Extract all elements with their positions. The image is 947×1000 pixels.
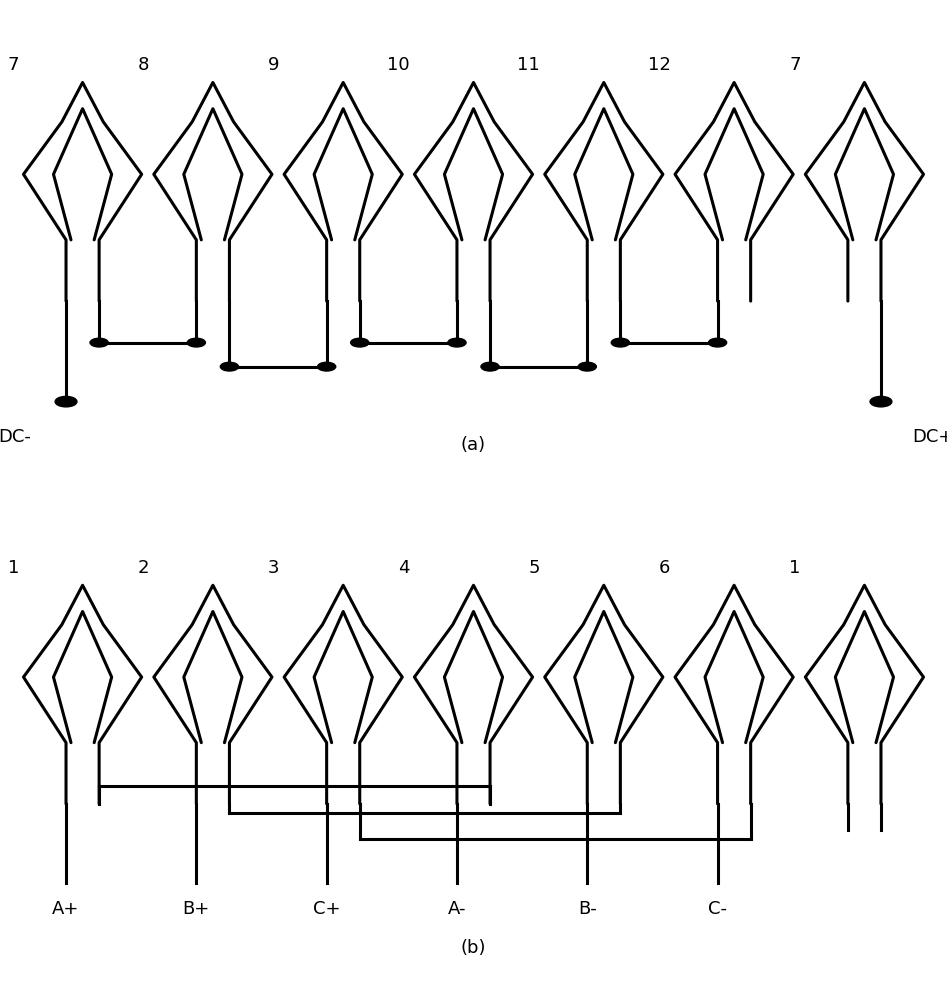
Text: (b): (b) <box>461 939 486 957</box>
Circle shape <box>870 396 892 407</box>
Text: 9: 9 <box>268 56 279 74</box>
Circle shape <box>317 362 336 371</box>
Text: B-: B- <box>578 900 597 918</box>
Text: 6: 6 <box>659 559 670 577</box>
Text: B+: B+ <box>183 900 210 918</box>
Text: 2: 2 <box>137 559 150 577</box>
Circle shape <box>188 338 205 347</box>
Text: 5: 5 <box>528 559 540 577</box>
Text: 4: 4 <box>399 559 410 577</box>
Text: 12: 12 <box>648 56 670 74</box>
Circle shape <box>221 362 239 371</box>
Text: 1: 1 <box>8 559 19 577</box>
Text: (a): (a) <box>461 436 486 454</box>
Circle shape <box>90 338 108 347</box>
Circle shape <box>708 338 726 347</box>
Text: A+: A+ <box>52 900 80 918</box>
Text: 7: 7 <box>789 56 801 74</box>
Text: 3: 3 <box>268 559 279 577</box>
Text: 1: 1 <box>790 559 801 577</box>
Text: C-: C- <box>708 900 727 918</box>
Circle shape <box>481 362 499 371</box>
Circle shape <box>55 396 77 407</box>
Text: 8: 8 <box>138 56 150 74</box>
Circle shape <box>611 338 630 347</box>
Text: DC-: DC- <box>0 428 31 446</box>
Text: DC+: DC+ <box>912 428 947 446</box>
Circle shape <box>350 338 368 347</box>
Circle shape <box>579 362 597 371</box>
Text: 11: 11 <box>517 56 540 74</box>
Circle shape <box>448 338 466 347</box>
Text: 7: 7 <box>8 56 19 74</box>
Text: C+: C+ <box>313 900 340 918</box>
Text: 10: 10 <box>387 56 410 74</box>
Text: A-: A- <box>448 900 466 918</box>
